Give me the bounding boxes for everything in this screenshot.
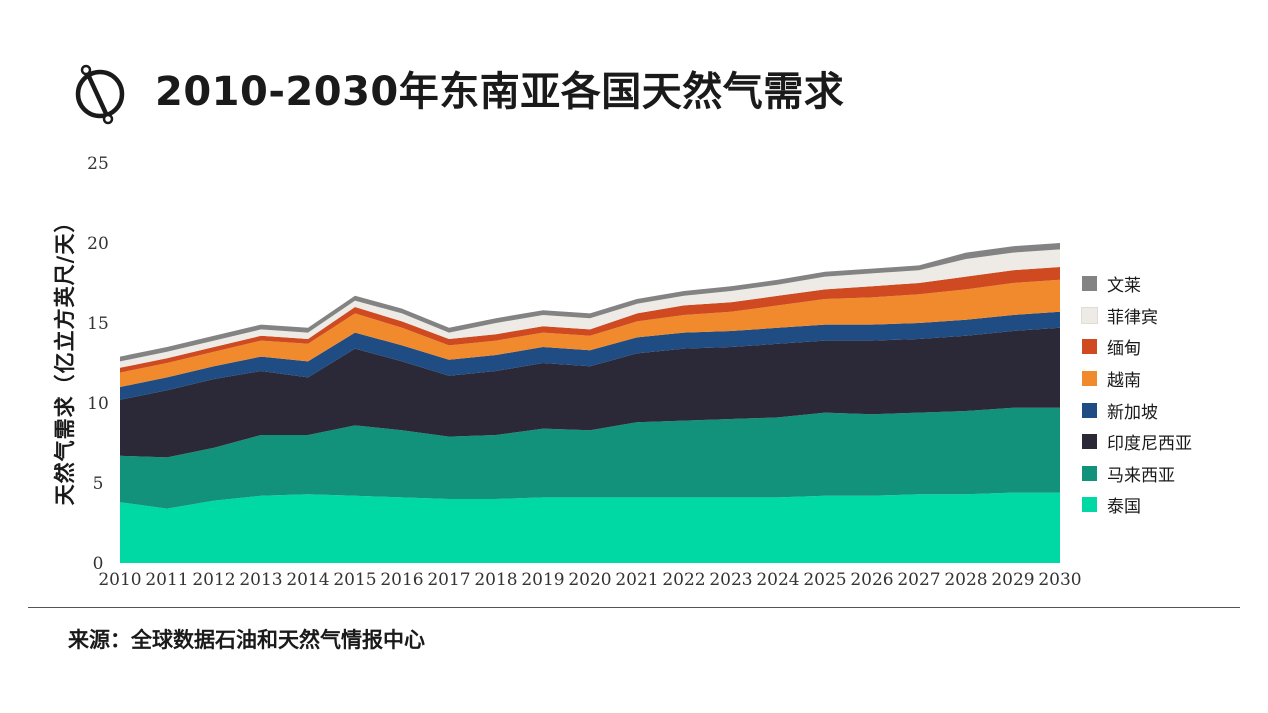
- y-axis-ticks: 0 5 10 15 20 25: [87, 154, 109, 574]
- x-tick-label: 2024: [756, 570, 799, 590]
- x-tick-label: 2027: [897, 570, 940, 590]
- x-axis-ticks: 2010 2011 2012 2013 2014 2015 2016 2017 2018 2019…: [98, 570, 1081, 590]
- chart-legend: 文莱菲律宾缅甸越南新加坡印度尼西亚马来西亚泰国: [1081, 268, 1192, 521]
- x-tick-label: 2016: [380, 570, 423, 590]
- y-tick-label: 25: [87, 154, 109, 174]
- x-tick-label: 2019: [521, 570, 564, 590]
- legend-item: 文莱: [1082, 268, 1192, 300]
- legend-swatch: [1082, 497, 1097, 513]
- x-tick-label: 2011: [145, 570, 188, 590]
- y-tick-label: 20: [87, 234, 109, 254]
- area-series-7: [120, 243, 1060, 362]
- legend-swatch: [1081, 306, 1098, 324]
- legend-item: 印度尼西亚: [1082, 426, 1192, 458]
- legend-swatch: [1082, 276, 1097, 292]
- area-series-1: [120, 407, 1060, 509]
- x-tick-label: 2013: [239, 570, 282, 590]
- y-tick-label: 10: [87, 394, 109, 414]
- area-series-6: [120, 249, 1060, 368]
- x-tick-label: 2014: [286, 570, 329, 590]
- x-tick-label: 2026: [850, 570, 893, 590]
- x-tick-label: 2030: [1038, 570, 1081, 590]
- area-series-5: [120, 267, 1060, 373]
- x-tick-label: 2012: [192, 570, 235, 590]
- legend-label: 新加坡: [1107, 402, 1158, 423]
- x-tick-label: 2022: [662, 570, 705, 590]
- legend-label: 菲律宾: [1107, 307, 1158, 328]
- legend-item: 缅甸: [1082, 331, 1192, 363]
- x-tick-label: 2015: [333, 570, 376, 590]
- x-tick-label: 2028: [944, 570, 987, 590]
- area-series-2: [120, 327, 1060, 458]
- legend-swatch: [1082, 339, 1097, 355]
- x-tick-label: 2020: [568, 570, 611, 590]
- compass-slash-logo-icon: [75, 64, 125, 125]
- legend-item: 越南: [1082, 363, 1192, 395]
- legend-label: 越南: [1107, 371, 1141, 392]
- y-tick-label: 5: [93, 474, 104, 494]
- x-tick-label: 2025: [803, 570, 846, 590]
- chart-title: 2010-2030年东南亚各国天然气需求: [155, 69, 845, 115]
- area-series-3: [120, 311, 1060, 400]
- legend-swatch: [1082, 465, 1097, 481]
- legend-label: 文莱: [1107, 276, 1141, 297]
- x-tick-label: 2021: [615, 570, 658, 590]
- x-tick-label: 2029: [991, 570, 1034, 590]
- area-series-4: [120, 279, 1060, 387]
- divider: [28, 607, 1240, 608]
- legend-swatch: [1082, 402, 1097, 418]
- chart-areas: [120, 243, 1060, 563]
- legend-label: 缅甸: [1107, 339, 1141, 360]
- legend-swatch: [1082, 371, 1097, 387]
- legend-label: 马来西亚: [1107, 465, 1175, 486]
- legend-label: 印度尼西亚: [1107, 434, 1192, 455]
- x-tick-label: 2018: [474, 570, 517, 590]
- legend-item: 泰国: [1082, 489, 1192, 521]
- x-tick-label: 2023: [709, 570, 752, 590]
- y-tick-label: 0: [93, 554, 104, 574]
- y-tick-label: 15: [87, 314, 109, 334]
- legend-swatch: [1082, 434, 1097, 450]
- legend-label: 泰国: [1107, 497, 1141, 518]
- legend-item: 菲律宾: [1081, 300, 1192, 332]
- legend-item: 新加坡: [1082, 394, 1192, 426]
- x-tick-label: 2010: [98, 570, 141, 590]
- source-note: 来源：全球数据石油和天然气情报中心: [68, 628, 425, 652]
- area-series-0: [120, 492, 1060, 563]
- x-tick-label: 2017: [427, 570, 470, 590]
- legend-item: 马来西亚: [1082, 458, 1192, 490]
